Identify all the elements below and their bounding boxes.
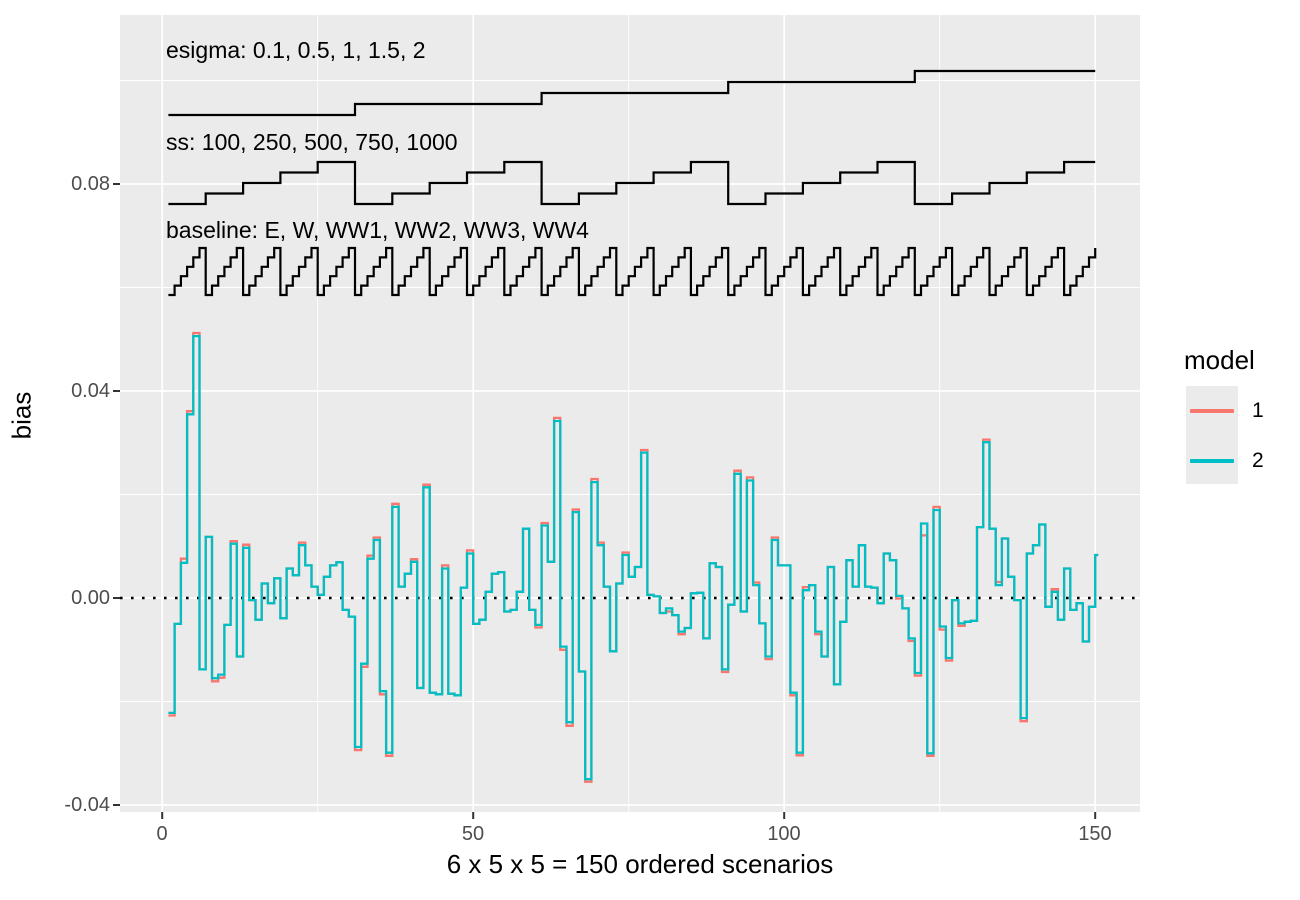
- x-tick-label-0: 0: [156, 823, 168, 845]
- y-tick-label-008: 0.08: [71, 173, 110, 195]
- y-tick-label-neg004: -0.04: [64, 794, 110, 816]
- legend-key-background: [1186, 386, 1238, 484]
- legend-key-model-1-line: [1190, 409, 1234, 413]
- legend-entry-label-1: 1: [1252, 399, 1264, 422]
- legend-key-model-2-line: [1190, 459, 1234, 463]
- rug-step-line-1: [168, 160, 1096, 206]
- rug-step-line-0: [168, 69, 1096, 117]
- y-axis-title: bias: [6, 391, 37, 440]
- x-tick-label-150: 150: [1078, 823, 1112, 845]
- y-tick-label-000: 0.00: [71, 587, 110, 609]
- legend-title: model: [1184, 345, 1255, 375]
- x-tick-label-50: 50: [461, 823, 485, 845]
- x-tick-label-100: 100: [767, 823, 801, 845]
- x-axis-title: 6 x 5 x 5 = 150 ordered scenarios: [446, 849, 834, 879]
- gridlines-minor: [120, 15, 1140, 812]
- y-tick-label-004: 0.04: [71, 380, 110, 402]
- rug-step-line-2: [168, 246, 1097, 297]
- annotation-ss-label: ss: 100, 250, 500, 750, 1000: [166, 129, 458, 155]
- axis-tick-marks: [113, 183, 1097, 819]
- annotation-esigma-label: esigma: 0.1, 0.5, 1, 1.5, 2: [166, 37, 426, 63]
- annotation-baseline-label: baseline: E, W, WW1, WW2, WW3, WW4: [166, 217, 589, 243]
- legend-entry-label-2: 2: [1252, 449, 1264, 472]
- model-2-series-line: [168, 334, 1099, 781]
- plot-panel: [120, 15, 1140, 812]
- scenario-annotation-step-lines: [168, 69, 1097, 297]
